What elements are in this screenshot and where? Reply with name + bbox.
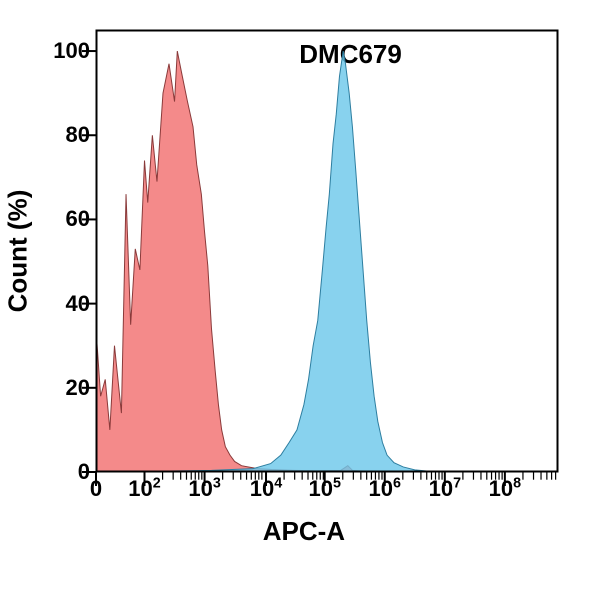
y-tick-label: 100	[53, 38, 96, 64]
x-tick-label: 108	[489, 472, 521, 502]
x-tick-label: 103	[188, 472, 220, 502]
x-tick-label: 102	[128, 472, 160, 502]
x-tick-label: 106	[369, 472, 401, 502]
y-axis-label: Count (%)	[3, 190, 34, 313]
y-tick-label: 80	[66, 122, 96, 148]
y-tick-label: 20	[66, 375, 96, 401]
x-tick-label: 104	[250, 472, 282, 502]
x-tick-label: 105	[308, 472, 340, 502]
plot-area: DMC679 020406080100 01021031041051061071…	[96, 30, 558, 472]
y-tick-label: 40	[66, 291, 96, 317]
plot-svg	[96, 30, 558, 472]
y-tick-label: 60	[66, 206, 96, 232]
x-axis-label: APC-A	[263, 516, 345, 547]
x-tick-label: 0	[90, 472, 102, 502]
x-tick-label: 107	[429, 472, 461, 502]
flow-cytometry-chart: Count (%) APC-A DMC679 020406080100 0102…	[0, 0, 591, 593]
